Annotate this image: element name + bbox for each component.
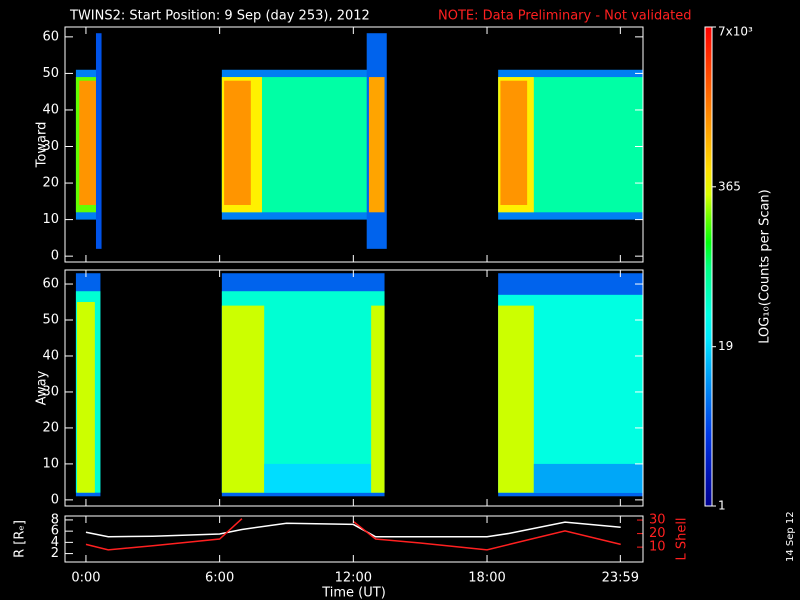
spectrogram-cell <box>371 305 385 493</box>
spectrogram-cell <box>500 80 528 205</box>
plot-frame <box>64 26 644 263</box>
colorbar-label: LOG₁₀(Counts per Scan) <box>758 189 773 344</box>
y2-tick-label: 30 <box>649 513 666 528</box>
y2-tick-label: 20 <box>649 526 666 541</box>
plot-area <box>75 273 643 497</box>
y-tick-label: 0 <box>51 249 59 264</box>
plot-area <box>75 33 643 249</box>
x-tick-label: 0:00 <box>71 571 100 586</box>
y-axis-label: Away <box>35 370 50 405</box>
x-axis-label: Time (UT) <box>321 586 386 600</box>
title: TWINS2: Start Position: 9 Sep (day 253),… <box>69 9 370 24</box>
x-tick-label: 6:00 <box>205 571 234 586</box>
spectrogram-cell <box>221 305 265 493</box>
spectrogram-cell <box>95 33 102 249</box>
date-stamp: 14 Sep 12 <box>785 511 796 562</box>
x-tick-label: 12:00 <box>335 571 372 586</box>
y-tick-label: 2 <box>51 546 59 561</box>
y-tick-label: 20 <box>42 176 59 191</box>
colorbar-tick-label: 19 <box>718 339 733 353</box>
y-tick-label: 30 <box>42 139 59 154</box>
y-axis-label: Toward <box>35 122 50 169</box>
y-tick-label: 60 <box>42 277 59 292</box>
series-line <box>85 521 621 538</box>
spectrogram-cell <box>77 302 95 493</box>
y-tick-label: 8 <box>51 512 59 527</box>
spectrogram-cell <box>79 80 98 205</box>
y-tick-label: 10 <box>42 212 59 227</box>
plot-area <box>85 518 621 551</box>
x-tick-label: 18:00 <box>468 571 505 586</box>
spectrogram-cell <box>533 463 643 493</box>
spectrogram-cell <box>498 305 534 493</box>
y2-axis-label: L Shell <box>675 517 690 560</box>
plot-frame <box>64 269 644 507</box>
y-tick-label: 6 <box>51 524 59 539</box>
y-axis-label: R [Rₑ] <box>13 520 28 558</box>
colorbar <box>704 26 713 507</box>
colorbar-tick-label: 7x10³ <box>718 25 753 39</box>
y-tick-label: 4 <box>51 535 59 550</box>
colorbar-tick-label: 1 <box>718 499 726 513</box>
y-tick-label: 50 <box>42 313 59 328</box>
y-tick-label: 0 <box>51 492 59 507</box>
y-tick-label: 40 <box>42 102 59 117</box>
spectrogram-cell <box>224 80 251 205</box>
y-tick-label: 60 <box>42 29 59 44</box>
series-line <box>85 518 621 551</box>
y-tick-label: 10 <box>42 456 59 471</box>
y2-tick-label: 10 <box>649 540 666 555</box>
colorbar-tick-label: 365 <box>718 179 741 193</box>
note: NOTE: Data Preliminary - Not validated <box>438 9 692 24</box>
spectrogram-cell <box>368 77 385 213</box>
y-tick-label: 40 <box>42 348 59 363</box>
x-tick-label: 23:59 <box>602 571 639 586</box>
y-tick-label: 50 <box>42 66 59 81</box>
spectrogram-cell <box>264 463 372 493</box>
y-tick-label: 30 <box>42 384 59 399</box>
y-tick-label: 20 <box>42 420 59 435</box>
plot-frame <box>64 515 644 563</box>
